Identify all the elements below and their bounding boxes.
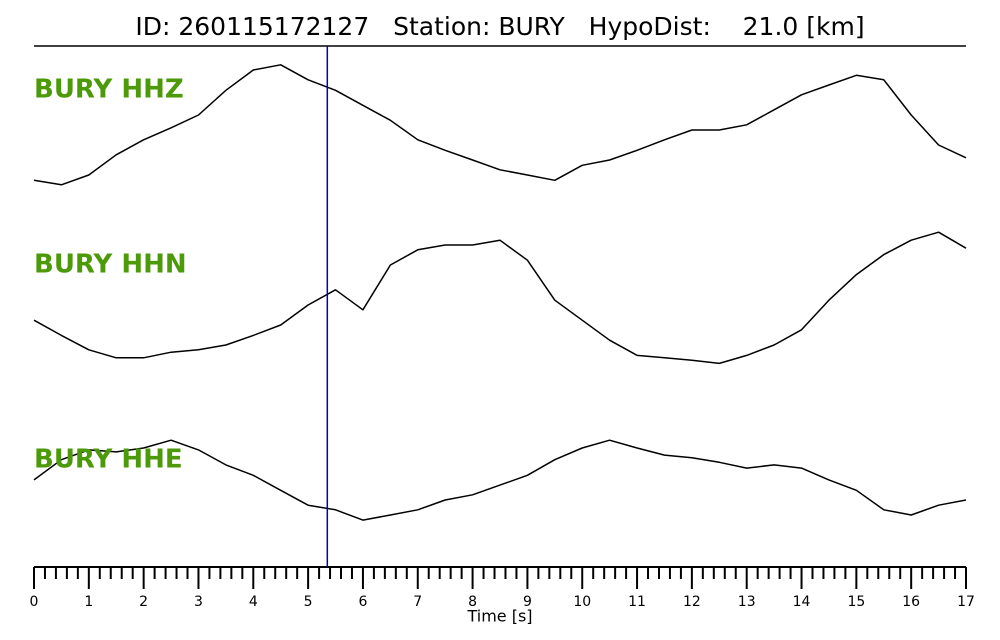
waveform xyxy=(33,439,967,521)
x-tick-label: 9 xyxy=(523,594,532,610)
x-tick-label: 12 xyxy=(683,594,701,610)
trace-label: BURY HHZ xyxy=(34,75,184,105)
trace-label: BURY HHE xyxy=(34,445,183,475)
x-tick-label: 5 xyxy=(304,594,313,610)
x-tick-label: 14 xyxy=(793,594,811,610)
x-tick-label: 2 xyxy=(139,594,148,610)
x-tick-label: 6 xyxy=(358,594,367,610)
waveform xyxy=(33,231,967,365)
x-tick-label: 1 xyxy=(84,594,93,610)
x-tick-label: 16 xyxy=(902,594,920,610)
x-tick-label: 15 xyxy=(847,594,865,610)
x-tick-label: 4 xyxy=(249,594,258,610)
x-tick-label: 8 xyxy=(468,594,477,610)
x-tick-label: 3 xyxy=(194,594,203,610)
x-tick-label: 0 xyxy=(30,594,39,610)
chart-title: ID: 260115172127 Station: BURY HypoDist:… xyxy=(135,12,864,41)
waveform xyxy=(33,64,967,186)
x-tick-label: 7 xyxy=(413,594,422,610)
x-tick-label: 17 xyxy=(957,594,975,610)
x-tick-label: 11 xyxy=(628,594,646,610)
x-tick-label: 10 xyxy=(573,594,591,610)
x-tick-label: 13 xyxy=(738,594,756,610)
trace-label: BURY HHN xyxy=(34,250,187,280)
x-axis-label: Time [s] xyxy=(466,607,532,626)
